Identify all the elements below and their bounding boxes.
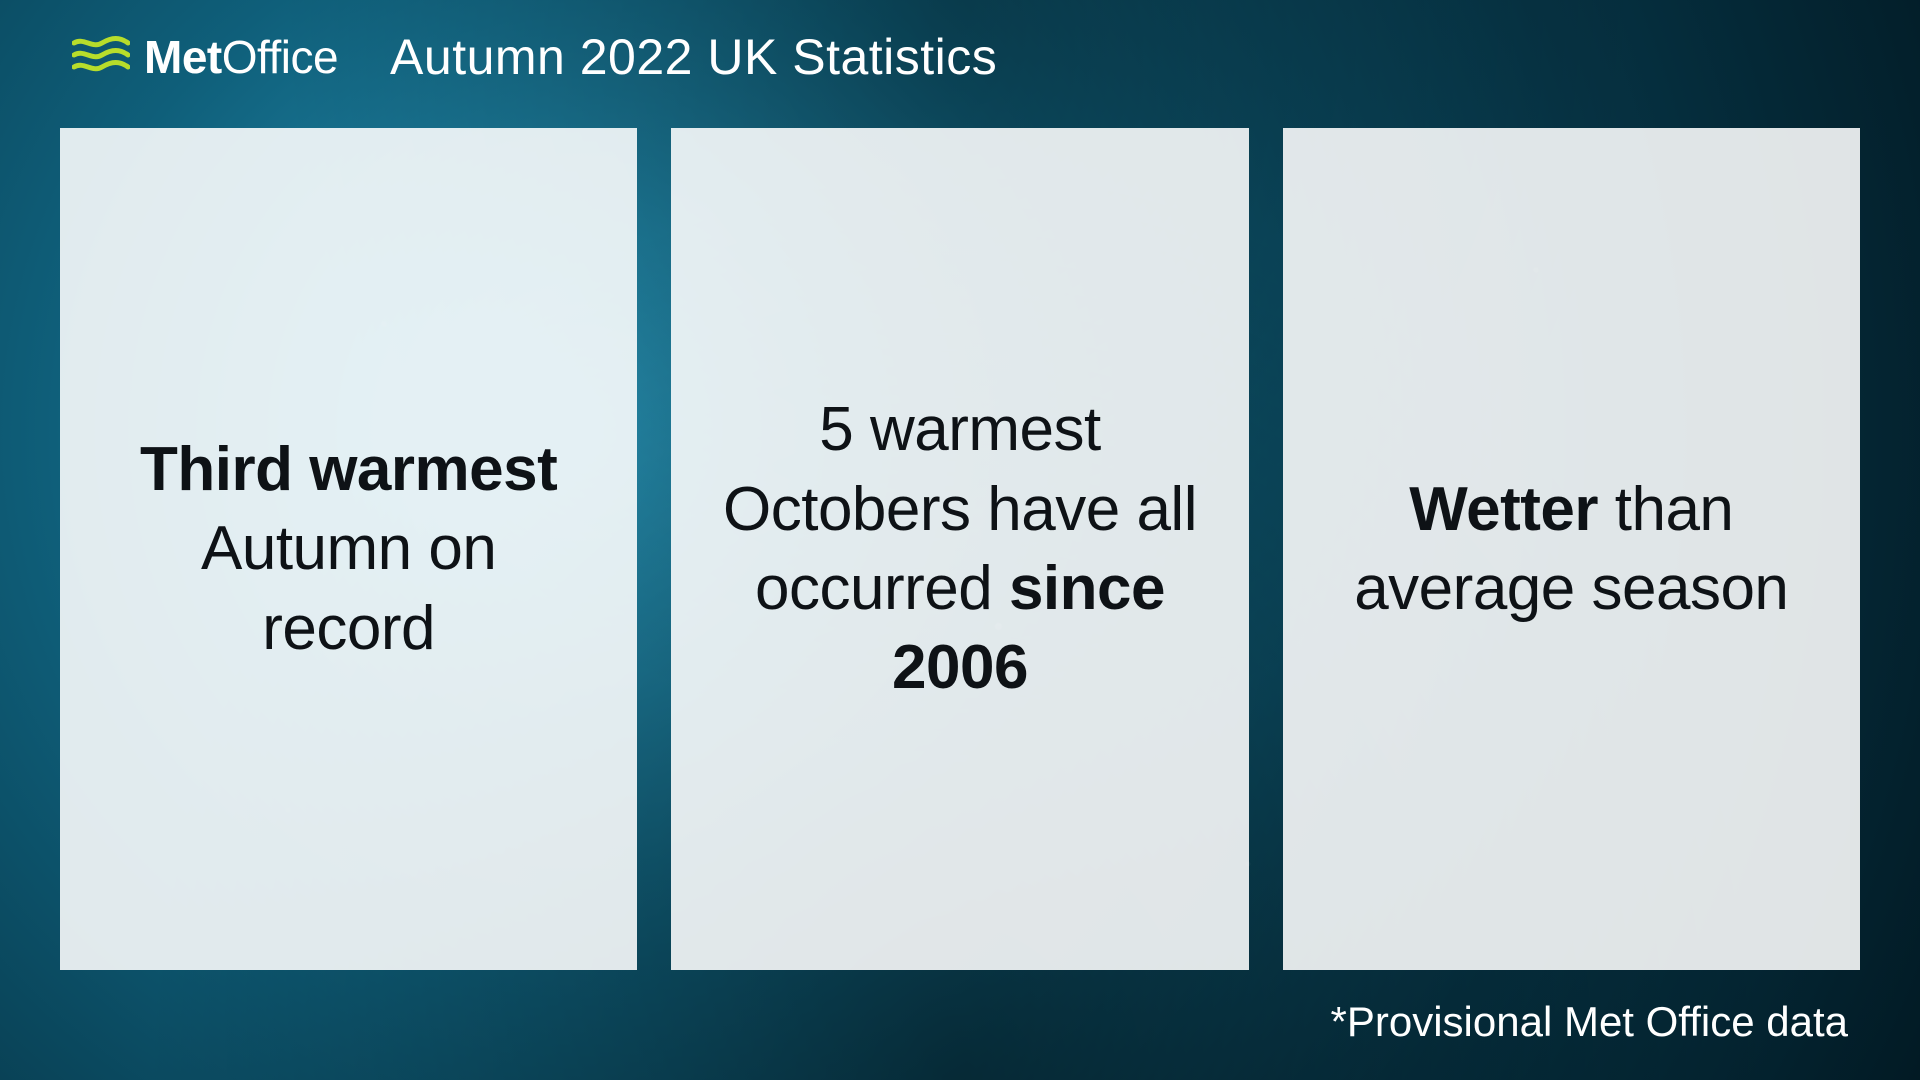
wave-icon xyxy=(72,35,130,80)
stat-card: Third warmest Autumn on record xyxy=(60,128,637,970)
stat-card-text: Third warmest Autumn on record xyxy=(108,430,589,668)
page-title: Autumn 2022 UK Statistics xyxy=(390,28,997,86)
stat-text: Autumn on record xyxy=(201,514,496,662)
stat-card-text: 5 warmest Octobers have all occurred sin… xyxy=(719,390,1200,707)
logo-text-light: Office xyxy=(222,31,338,83)
stat-cards: Third warmest Autumn on record 5 warmest… xyxy=(60,128,1860,970)
logo-text: MetOffice xyxy=(144,30,338,84)
stat-card-text: Wetter than average season xyxy=(1331,470,1812,629)
stat-bold-text: Third warmest xyxy=(140,435,557,504)
stat-bold-text: Wetter xyxy=(1409,475,1598,544)
stat-card: Wetter than average season xyxy=(1283,128,1860,970)
header: MetOffice Autumn 2022 UK Statistics xyxy=(72,28,997,86)
footnote: *Provisional Met Office data xyxy=(1331,998,1848,1046)
met-office-logo: MetOffice xyxy=(72,30,338,84)
stat-card: 5 warmest Octobers have all occurred sin… xyxy=(671,128,1248,970)
logo-text-bold: Met xyxy=(144,31,222,83)
